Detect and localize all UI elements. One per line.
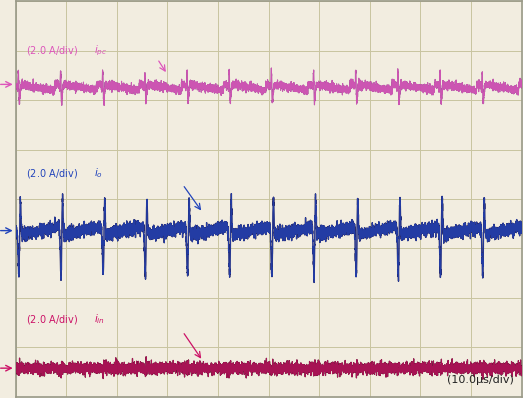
Text: (10.0μs/div): (10.0μs/div): [447, 375, 514, 385]
Text: $(2.0\ \mathrm{A/div})$: $(2.0\ \mathrm{A/div})$: [26, 44, 78, 57]
Text: $i_{pc}$: $i_{pc}$: [94, 44, 107, 58]
Text: $i_{in}$: $i_{in}$: [94, 313, 105, 326]
Text: $i_{o}$: $i_{o}$: [94, 166, 103, 180]
Text: $(2.0\ \mathrm{A/div})$: $(2.0\ \mathrm{A/div})$: [26, 313, 78, 326]
Text: $(2.0\ \mathrm{A/div})$: $(2.0\ \mathrm{A/div})$: [26, 167, 78, 180]
